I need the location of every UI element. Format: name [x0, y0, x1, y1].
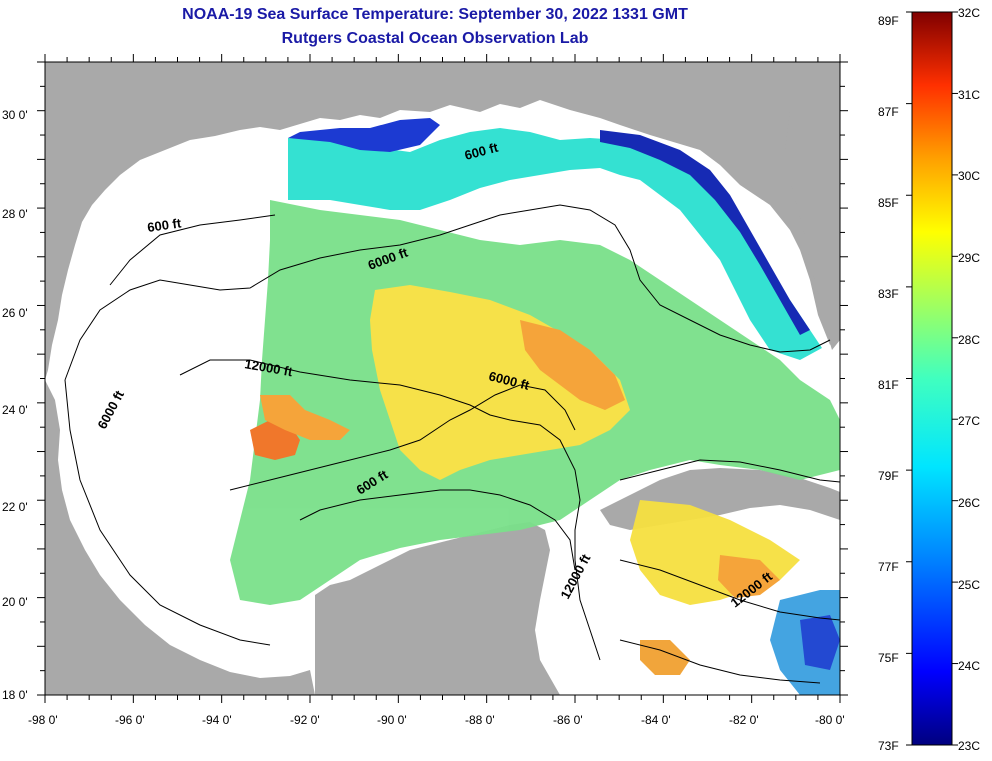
- latitude-axis: 30 0' 28 0' 26 0' 24 0' 22 0' 20 0' 18 0…: [2, 108, 28, 702]
- lon-label: -88 0': [465, 713, 495, 727]
- colorbar-c-label: 25C: [958, 578, 980, 592]
- lon-label: -94 0': [202, 713, 232, 727]
- longitude-axis: -98 0' -96 0' -94 0' -92 0' -90 0' -88 0…: [28, 713, 845, 727]
- map-subtitle: Rutgers Coastal Ocean Observation Lab: [281, 30, 589, 47]
- colorbar-c-label: 28C: [958, 333, 980, 347]
- lat-label: 28 0': [2, 207, 28, 221]
- lat-label: 22 0': [2, 500, 28, 514]
- contour-label: 600 ft: [146, 215, 182, 235]
- lon-label: -80 0': [815, 713, 845, 727]
- colorbar-c-label: 24C: [958, 659, 980, 673]
- lat-label: 26 0': [2, 306, 28, 320]
- colorbar-c-label: 26C: [958, 496, 980, 510]
- depth-contours: [64, 204, 840, 684]
- lon-label: -90 0': [377, 713, 407, 727]
- colorbar-f-label: 85F: [878, 196, 899, 210]
- axis-ticks: [37, 54, 848, 703]
- colorbar-c-label: 29C: [958, 251, 980, 265]
- colorbar-f-label: 87F: [878, 105, 899, 119]
- colorbar-c-label: 27C: [958, 414, 980, 428]
- map-title: NOAA-19 Sea Surface Temperature: Septemb…: [182, 6, 688, 23]
- colorbar-c-label: 31C: [958, 88, 980, 102]
- colorbar-f-label: 73F: [878, 739, 899, 753]
- lon-label: -86 0': [553, 713, 583, 727]
- lat-label: 24 0': [2, 403, 28, 417]
- colorbar-c-label: 32C: [958, 6, 980, 20]
- colorbar: [911, 11, 953, 746]
- sst-swath: [230, 118, 840, 695]
- lon-label: -96 0': [115, 713, 145, 727]
- lat-label: 30 0': [2, 108, 28, 122]
- lat-label: 20 0': [2, 595, 28, 609]
- lon-label: -82 0': [729, 713, 759, 727]
- colorbar-f-label: 79F: [878, 469, 899, 483]
- lon-label: -98 0': [28, 713, 58, 727]
- colorbar-f-label: 89F: [878, 14, 899, 28]
- lon-label: -92 0': [290, 713, 320, 727]
- lon-label: -84 0': [641, 713, 671, 727]
- colorbar-c-labels: 32C 31C 30C 29C 28C 27C 26C 25C 24C 23C: [958, 6, 980, 753]
- colorbar-f-label: 77F: [878, 560, 899, 574]
- colorbar-f-label: 83F: [878, 287, 899, 301]
- colorbar-c-label: 30C: [958, 169, 980, 183]
- colorbar-f-label: 75F: [878, 651, 899, 665]
- colorbar-f-label: 81F: [878, 378, 899, 392]
- colorbar-f-labels: 89F 87F 85F 83F 81F 79F 77F 75F 73F: [878, 14, 899, 753]
- colorbar-c-label: 23C: [958, 739, 980, 753]
- lat-label: 18 0': [2, 688, 28, 702]
- colorbar-ticks: [906, 11, 958, 746]
